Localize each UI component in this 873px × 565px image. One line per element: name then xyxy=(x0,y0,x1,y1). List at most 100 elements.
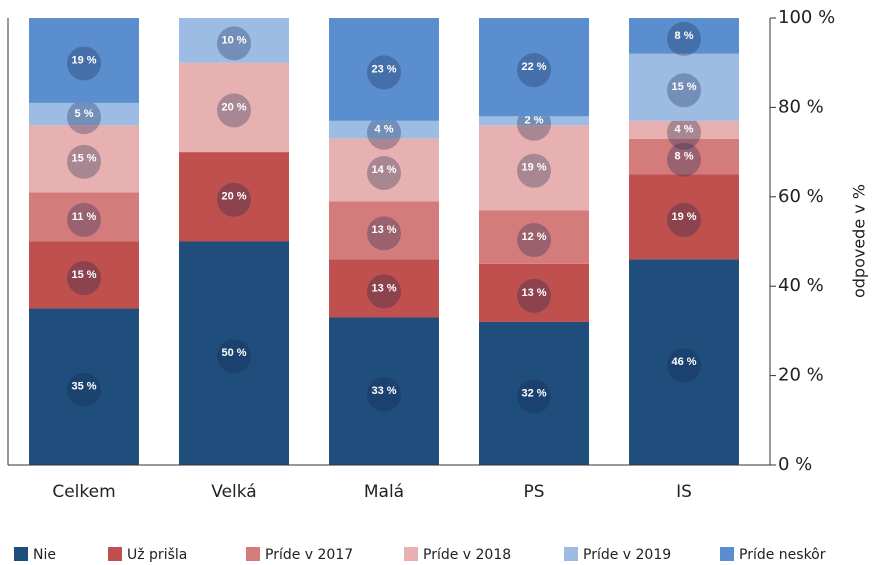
label-badge xyxy=(367,115,401,150)
data-label: 13 % xyxy=(371,282,396,294)
legend-swatch xyxy=(720,547,734,561)
y-tick-label: 100 % xyxy=(778,7,835,28)
bar-segment xyxy=(629,18,739,54)
bar-segment xyxy=(29,102,139,126)
data-label: 2 % xyxy=(525,115,544,127)
data-label: 20 % xyxy=(221,101,246,113)
bar-segment xyxy=(479,263,589,322)
legend-label: Príde v 2019 xyxy=(583,547,671,563)
label-badge xyxy=(217,182,251,217)
legend-label: Už prišla xyxy=(127,547,187,563)
y-tick-label: 80 % xyxy=(778,96,824,117)
data-label: 15 % xyxy=(671,81,696,93)
label-badge xyxy=(67,144,101,179)
data-label: 10 % xyxy=(221,34,246,46)
label-badge xyxy=(517,379,551,414)
bar-segment xyxy=(329,259,439,318)
bar-segment xyxy=(629,259,739,465)
label-badge xyxy=(667,202,701,237)
label-badge xyxy=(217,339,251,374)
bar-segment xyxy=(179,62,289,153)
data-label: 35 % xyxy=(71,381,96,393)
bar-segment xyxy=(329,18,439,121)
label-badge xyxy=(367,55,401,90)
bar-segment xyxy=(29,241,139,309)
bar-segment xyxy=(629,174,739,260)
legend-swatch xyxy=(404,547,418,561)
label-badge xyxy=(367,216,401,251)
label-badge xyxy=(67,202,101,237)
legend-label: Príde v 2018 xyxy=(423,547,511,563)
x-tick-label: PS xyxy=(523,482,544,502)
bar-segment xyxy=(29,125,139,193)
label-badge xyxy=(367,274,401,309)
x-tick-label: Celkem xyxy=(52,482,115,502)
label-badge xyxy=(667,73,701,108)
data-label: 15 % xyxy=(71,153,96,165)
label-badge xyxy=(667,21,701,56)
data-label: 22 % xyxy=(521,61,546,73)
data-label: 4 % xyxy=(675,124,694,136)
label-badge xyxy=(517,223,551,258)
data-label: 14 % xyxy=(371,164,396,176)
label-badge xyxy=(67,261,101,296)
y-tick-label: 20 % xyxy=(778,365,824,386)
data-label: 8 % xyxy=(675,150,694,162)
bar-segment xyxy=(179,152,289,242)
data-label: 12 % xyxy=(521,231,546,243)
label-badge xyxy=(667,115,701,150)
bar-segment xyxy=(629,120,739,139)
bar-segment xyxy=(629,138,739,175)
bar-segment xyxy=(29,192,139,242)
legend-swatch xyxy=(14,547,28,561)
legend-label: Príde neskôr xyxy=(739,547,826,563)
x-tick-label: Velká xyxy=(211,482,256,502)
data-label: 4 % xyxy=(375,124,394,136)
label-badge xyxy=(667,142,701,177)
label-badge xyxy=(517,153,551,188)
data-label: 5 % xyxy=(75,108,94,120)
bar-segment xyxy=(479,210,589,264)
bar-segment xyxy=(629,53,739,121)
label-badge xyxy=(67,46,101,81)
data-label: 23 % xyxy=(371,63,396,75)
label-badge xyxy=(217,26,251,61)
label-badge xyxy=(517,278,551,313)
bar-segment xyxy=(179,241,289,465)
y-tick-label: 60 % xyxy=(778,186,824,207)
data-label: 32 % xyxy=(521,387,546,399)
x-tick-label: Malá xyxy=(364,482,404,502)
bar-segment xyxy=(179,18,289,63)
label-badge xyxy=(67,372,101,407)
legend-label: Príde v 2017 xyxy=(265,547,353,563)
legend-swatch xyxy=(564,547,578,561)
bar-segment xyxy=(29,308,139,465)
label-badge xyxy=(367,377,401,412)
legend-swatch xyxy=(246,547,260,561)
data-label: 13 % xyxy=(521,287,546,299)
x-tick-label: IS xyxy=(676,482,692,502)
data-label: 8 % xyxy=(675,30,694,42)
y-axis-label: odpovede v % xyxy=(850,184,869,298)
data-label: 33 % xyxy=(371,385,396,397)
bar-segment xyxy=(479,321,589,465)
data-label: 46 % xyxy=(671,356,696,368)
data-label: 11 % xyxy=(72,211,97,223)
bar-segment xyxy=(29,18,139,103)
bar-segment xyxy=(479,18,589,117)
data-label: 19 % xyxy=(671,211,696,223)
bar-segment xyxy=(479,125,589,211)
data-label: 50 % xyxy=(221,347,246,359)
data-label: 15 % xyxy=(71,269,96,281)
data-label: 19 % xyxy=(71,54,96,66)
bar-segment xyxy=(329,120,439,139)
label-badge xyxy=(667,348,701,383)
y-tick-label: 0 % xyxy=(778,454,812,475)
label-badge xyxy=(217,93,251,128)
legend-label: Nie xyxy=(33,547,56,563)
bar-segment xyxy=(329,138,439,202)
data-label: 13 % xyxy=(371,224,396,236)
bar-segment xyxy=(479,116,589,126)
